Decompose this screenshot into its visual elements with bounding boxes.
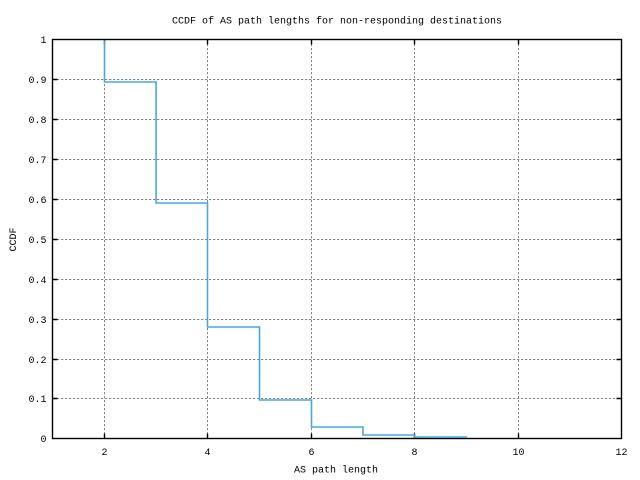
svg-text:0: 0 [40, 435, 46, 446]
svg-text:10: 10 [512, 448, 524, 459]
svg-text:CCDF: CCDF [9, 227, 20, 251]
svg-text:AS path length: AS path length [294, 465, 378, 477]
svg-text:0.5: 0.5 [28, 236, 46, 247]
svg-text:0.8: 0.8 [28, 116, 46, 127]
svg-text:12: 12 [615, 448, 627, 459]
svg-text:0.1: 0.1 [28, 395, 46, 406]
svg-text:8: 8 [411, 448, 417, 459]
svg-text:0.4: 0.4 [28, 276, 46, 287]
svg-text:0.7: 0.7 [28, 156, 46, 167]
svg-text:0.9: 0.9 [28, 76, 46, 87]
svg-text:CCDF of AS path lengths for no: CCDF of AS path lengths for non-respondi… [172, 16, 502, 28]
svg-text:1: 1 [40, 36, 46, 47]
svg-text:0.6: 0.6 [28, 196, 46, 207]
svg-text:2: 2 [101, 448, 107, 459]
svg-text:0.3: 0.3 [28, 316, 46, 327]
svg-text:0.2: 0.2 [28, 356, 46, 367]
svg-text:4: 4 [204, 448, 210, 459]
svg-text:6: 6 [308, 448, 314, 459]
